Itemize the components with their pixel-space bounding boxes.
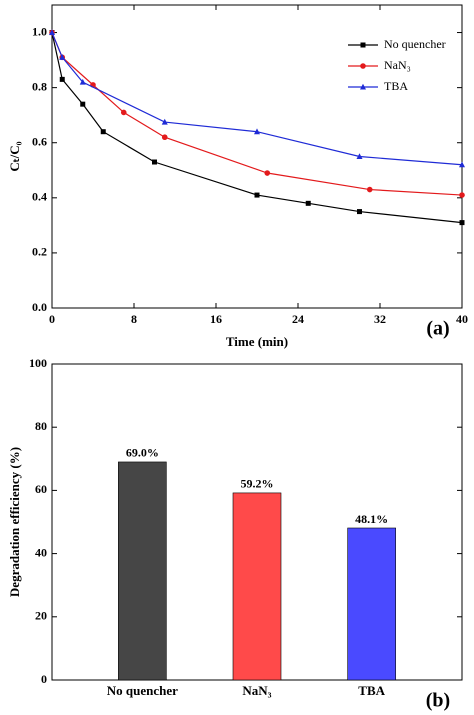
series-line xyxy=(51,32,463,166)
marker xyxy=(360,63,366,69)
x-tick-label: 24 xyxy=(292,312,304,326)
marker xyxy=(459,192,465,198)
marker xyxy=(459,220,465,226)
marker xyxy=(360,83,366,90)
y-tick-label: 80 xyxy=(35,419,47,433)
marker xyxy=(120,109,127,116)
panel-label: (a) xyxy=(426,318,449,340)
y-tick-label: 60 xyxy=(35,482,47,496)
x-axis-label: Time (min) xyxy=(226,334,288,349)
x-tick-label: 40 xyxy=(456,312,468,326)
x-tick-label: No quencher xyxy=(107,683,178,698)
legend-label: No quencher xyxy=(384,37,446,51)
x-tick-label: TBA xyxy=(358,683,385,698)
legend-label: NaN₃ xyxy=(384,58,411,72)
marker xyxy=(360,42,366,48)
series-line xyxy=(51,32,463,196)
marker xyxy=(254,128,260,135)
x-tick-label: 32 xyxy=(374,312,386,326)
plot-frame xyxy=(51,4,463,309)
marker xyxy=(161,134,168,141)
y-tick-label: 0.8 xyxy=(32,79,47,93)
marker xyxy=(357,209,362,215)
y-tick-label: 20 xyxy=(35,609,47,623)
marker xyxy=(79,78,86,85)
legend-label: TBA xyxy=(384,79,408,93)
y-tick-label: 0.6 xyxy=(32,134,47,148)
marker xyxy=(366,186,373,193)
x-tick-label: 8 xyxy=(131,312,137,326)
y-tick-label: 0 xyxy=(41,672,47,686)
y-tick-label: 100 xyxy=(29,356,47,370)
marker xyxy=(49,29,55,36)
y-axis-label: Cₜ/C₀ xyxy=(7,141,22,171)
y-tick-label: 0.4 xyxy=(32,190,47,204)
bar xyxy=(118,461,167,681)
marker xyxy=(254,192,260,198)
marker xyxy=(305,200,311,206)
marker xyxy=(100,129,106,135)
y-tick-label: 0.0 xyxy=(32,300,47,314)
marker xyxy=(264,170,271,176)
y-axis-label: Degradation efficiency (%) xyxy=(7,447,22,597)
marker xyxy=(152,159,157,165)
marker xyxy=(80,101,86,107)
y-tick-label: 1.0 xyxy=(32,24,47,38)
value-label: 59.2% xyxy=(241,477,274,491)
marker xyxy=(356,153,363,159)
value-label: 48.1% xyxy=(355,512,388,526)
y-tick-label: 0.2 xyxy=(32,245,47,259)
bar xyxy=(232,492,282,681)
y-tick-label: 40 xyxy=(35,545,47,559)
x-tick-label: 0 xyxy=(49,312,55,326)
marker xyxy=(59,76,65,82)
x-tick-label: NaN₃ xyxy=(242,683,271,698)
marker xyxy=(161,118,168,125)
marker xyxy=(59,54,66,60)
panel-label: (b) xyxy=(426,690,450,712)
value-label: 69.0% xyxy=(126,446,159,460)
marker xyxy=(459,161,465,168)
bar xyxy=(347,527,396,681)
x-tick-label: 16 xyxy=(210,312,222,326)
